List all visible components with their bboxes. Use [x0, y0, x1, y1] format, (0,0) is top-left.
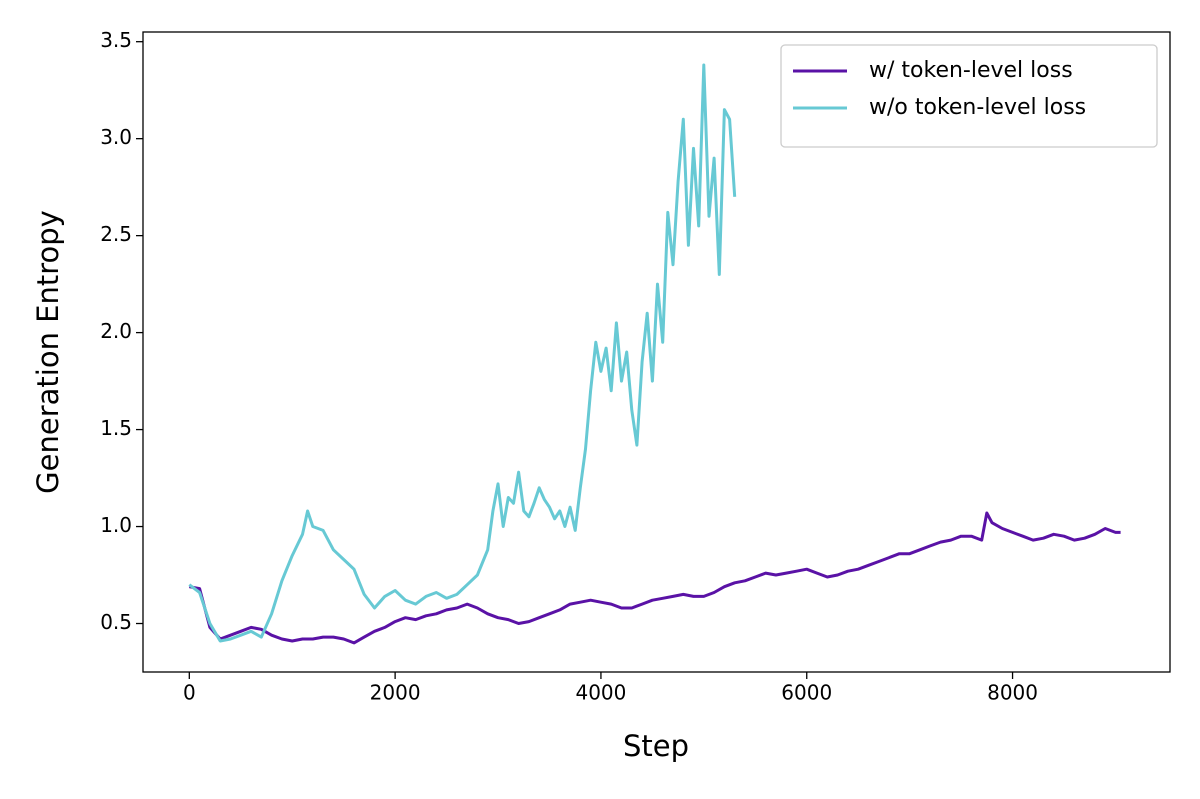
y-tick-label: 1.0 [100, 513, 132, 537]
x-axis-label: Step [623, 729, 689, 763]
x-tick-label: 0 [183, 681, 196, 705]
line-series [189, 511, 1121, 645]
y-tick-label: 2.0 [100, 319, 132, 343]
legend-label: w/o token-level loss [869, 95, 1086, 120]
x-tick-label: 2000 [370, 681, 421, 705]
legend-label: w/ token-level loss [869, 58, 1073, 83]
y-tick-label: 1.5 [100, 416, 132, 440]
x-tick-label: 8000 [987, 681, 1038, 705]
y-tick-label: 2.5 [100, 222, 132, 246]
plot-frame [142, 31, 1171, 673]
y-tick-label: 0.5 [100, 610, 132, 634]
y-tick-label: 3.5 [100, 28, 132, 52]
y-axis-label: Generation Entropy [31, 210, 65, 494]
x-tick-label: 4000 [575, 681, 626, 705]
line-series [188, 63, 737, 643]
y-tick-label: 3.0 [100, 125, 132, 149]
legend-box [780, 44, 1158, 148]
x-tick-label: 6000 [781, 681, 832, 705]
